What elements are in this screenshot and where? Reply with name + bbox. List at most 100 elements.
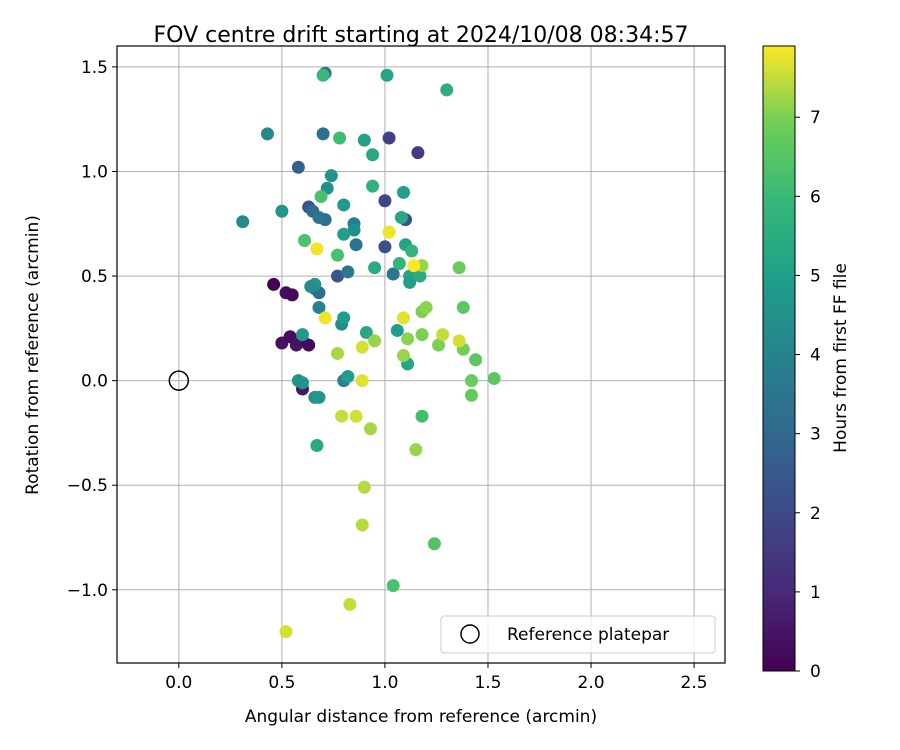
data-point — [331, 346, 345, 360]
reference-point-marker — [168, 370, 190, 391]
x-axis-ticks: 0.0 0.5 1.0 1.5 2.0 2.5 — [165, 663, 708, 693]
data-point — [390, 323, 404, 337]
data-point — [337, 311, 351, 325]
data-point — [324, 169, 338, 183]
data-point — [318, 311, 332, 325]
data-points — [168, 66, 501, 639]
data-point — [310, 438, 324, 452]
y-tick-label: 1.5 — [81, 58, 108, 78]
data-point — [380, 68, 394, 82]
data-point — [314, 190, 328, 204]
data-point — [419, 300, 433, 314]
data-point — [382, 225, 396, 239]
data-point — [291, 160, 305, 174]
data-point — [236, 215, 250, 229]
data-point — [415, 409, 429, 423]
data-point — [411, 146, 425, 160]
data-point — [386, 579, 400, 593]
data-point — [357, 133, 371, 147]
data-point — [343, 597, 357, 611]
legend: Reference platepar — [440, 615, 716, 654]
data-point — [312, 300, 326, 314]
gridlines — [117, 46, 725, 663]
data-point — [456, 300, 470, 314]
colorbar-tick-label: 3 — [810, 425, 821, 445]
colorbar-tick-label: 5 — [810, 266, 821, 286]
colorbar-ticks: 0 1 2 3 4 5 6 7 — [795, 108, 821, 682]
data-point — [312, 211, 326, 225]
data-point — [407, 259, 421, 273]
data-point — [392, 257, 406, 271]
data-point — [409, 443, 423, 457]
colorbar-tick-label: 7 — [810, 108, 821, 128]
y-axis-label: Rotation from reference (arcmin) — [23, 215, 43, 495]
colorbar: 0 1 2 3 4 5 6 7 Hours from first FF file — [762, 45, 851, 682]
data-point — [302, 338, 316, 352]
data-point — [378, 240, 392, 254]
legend-box — [440, 615, 716, 654]
y-tick-label: 0.5 — [81, 267, 108, 287]
data-point — [333, 131, 347, 145]
y-tick-label: −0.5 — [67, 476, 108, 496]
y-tick-label: 1.0 — [81, 162, 108, 182]
x-tick-label: 1.5 — [474, 673, 501, 693]
data-point — [464, 374, 478, 388]
data-point — [355, 518, 369, 532]
data-point — [487, 372, 501, 386]
data-point — [415, 328, 429, 342]
colorbar-tick-label: 4 — [810, 346, 821, 366]
x-tick-label: 2.0 — [578, 673, 605, 693]
data-point — [341, 265, 355, 279]
data-point — [366, 179, 380, 193]
data-point — [405, 244, 419, 258]
data-point — [382, 131, 396, 145]
data-point — [427, 537, 441, 551]
data-point — [347, 223, 361, 237]
data-point — [357, 480, 371, 494]
y-axis-ticks: −1.0 −0.5 0.0 0.5 1.0 1.5 — [67, 58, 117, 601]
data-point — [452, 261, 466, 275]
data-point — [359, 326, 373, 340]
data-point — [364, 422, 378, 436]
colorbar-tick-label: 2 — [810, 504, 821, 524]
data-point — [267, 277, 281, 291]
data-point — [464, 388, 478, 402]
x-tick-label: 2.5 — [681, 673, 708, 693]
chart-title: FOV centre drift starting at 2024/10/08 … — [154, 23, 689, 48]
data-point — [331, 248, 345, 262]
colorbar-tick-label: 0 — [810, 662, 821, 682]
x-tick-label: 1.0 — [371, 673, 398, 693]
data-point — [396, 185, 410, 199]
data-point — [413, 269, 427, 283]
data-point — [396, 311, 410, 325]
data-point — [310, 242, 324, 256]
legend-marker-icon — [460, 624, 480, 644]
x-tick-label: 0.5 — [268, 673, 295, 693]
data-point — [341, 369, 355, 383]
colorbar-label: Hours from first FF file — [831, 263, 851, 453]
data-point — [295, 328, 309, 342]
data-point — [366, 148, 380, 162]
colorbar-gradient — [762, 45, 796, 672]
data-point — [401, 332, 415, 346]
data-point — [368, 334, 382, 348]
data-point — [295, 376, 309, 390]
y-tick-label: 0.0 — [81, 372, 108, 392]
data-point — [469, 353, 483, 367]
data-point — [337, 198, 351, 212]
data-point — [279, 625, 293, 639]
data-point — [452, 334, 466, 348]
data-point — [378, 194, 392, 208]
data-point — [432, 338, 446, 352]
data-point — [440, 83, 454, 97]
data-point — [396, 349, 410, 363]
data-point — [349, 238, 363, 252]
data-point — [403, 275, 417, 289]
data-point — [335, 409, 349, 423]
data-point — [355, 374, 369, 388]
data-point — [275, 204, 289, 218]
x-axis-label: Angular distance from reference (arcmin) — [245, 707, 597, 727]
y-tick-label: −1.0 — [67, 581, 108, 601]
data-point — [316, 68, 330, 82]
